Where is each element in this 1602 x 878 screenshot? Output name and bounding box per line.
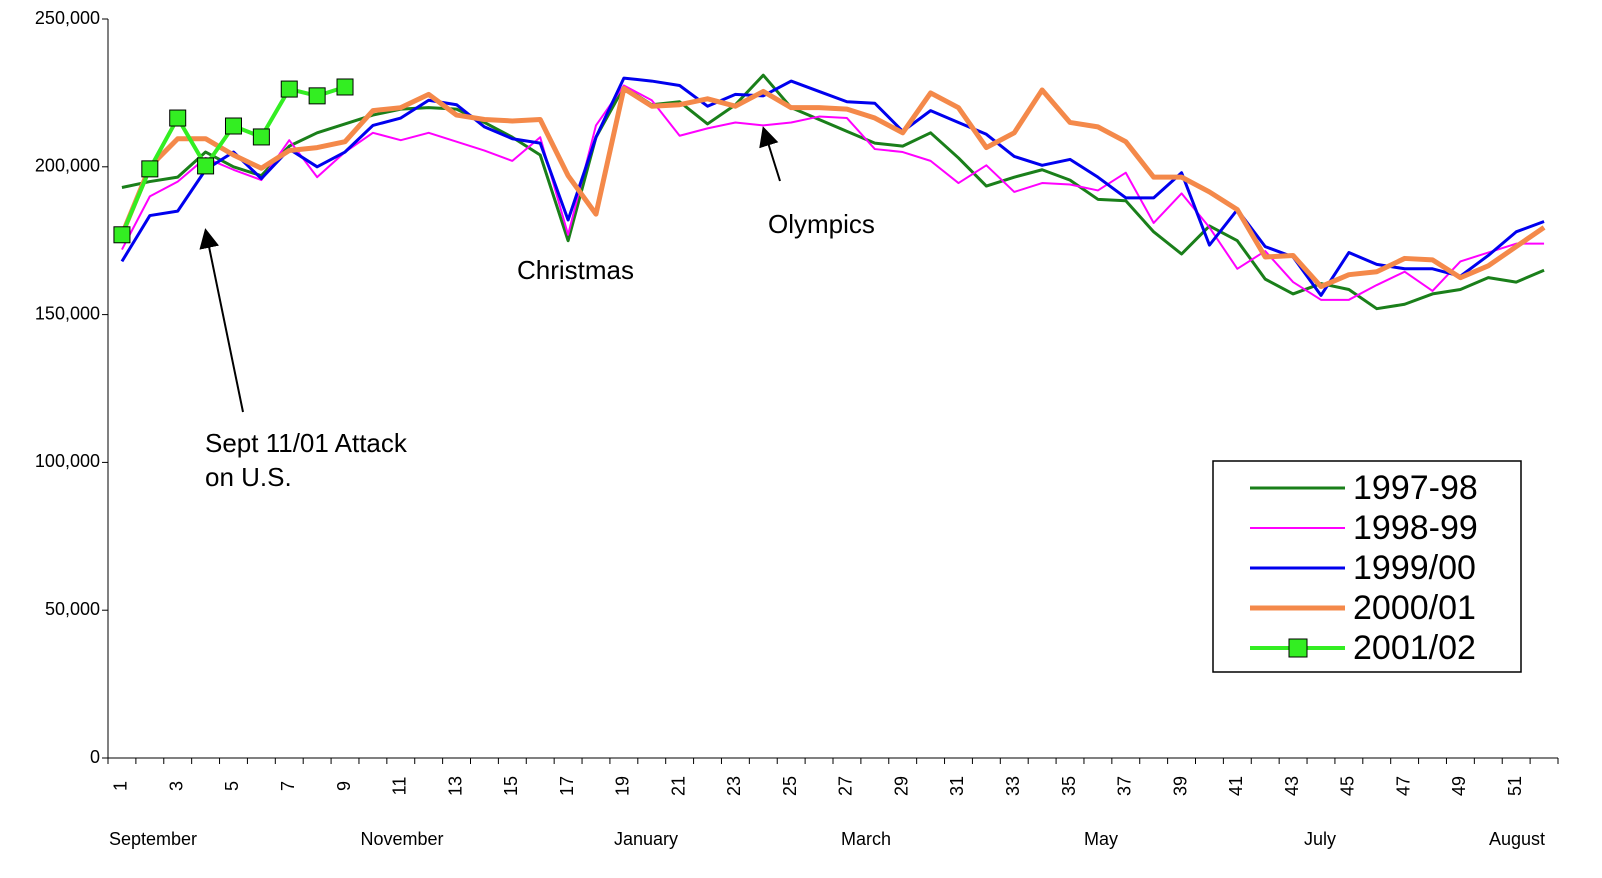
- month-label: January: [614, 829, 678, 849]
- series-marker: [141, 160, 159, 178]
- month-label: March: [841, 829, 891, 849]
- series-marker: [197, 157, 215, 175]
- y-tick-label: 0: [90, 747, 100, 767]
- month-label: May: [1084, 829, 1118, 849]
- x-tick-label: 25: [780, 776, 800, 796]
- series-marker: [336, 78, 354, 96]
- series-marker: [308, 87, 326, 105]
- x-tick-label: 13: [445, 776, 465, 796]
- month-label: August: [1489, 829, 1545, 849]
- legend-label: 2001/02: [1353, 629, 1476, 667]
- x-tick-label: 51: [1505, 776, 1525, 796]
- series-line: [120, 76, 1545, 297]
- x-tick-label: 29: [891, 776, 911, 796]
- x-tick-label: 3: [166, 781, 186, 791]
- y-tick-label: 250,000: [35, 8, 100, 28]
- month-label: July: [1304, 829, 1336, 849]
- x-tick-label: 45: [1338, 776, 1358, 796]
- series-marker: [252, 128, 270, 146]
- x-tick-label: 7: [278, 781, 298, 791]
- x-tick-label: 15: [501, 776, 521, 796]
- x-tick-label: 43: [1282, 776, 1302, 796]
- annotation-arrow: [199, 228, 244, 413]
- annotation: Christmas: [517, 255, 634, 285]
- x-tick-label: 41: [1226, 776, 1246, 796]
- x-tick-label: 33: [1003, 776, 1023, 796]
- y-tick-label: 100,000: [35, 451, 100, 471]
- month-label: November: [360, 829, 443, 849]
- x-tick-label: 49: [1449, 776, 1469, 796]
- annotation: on U.S.: [205, 462, 292, 492]
- series-line: [121, 73, 1545, 311]
- series-marker: [224, 117, 242, 135]
- x-tick-label: 19: [613, 776, 633, 796]
- legend-marker: [1288, 638, 1308, 658]
- x-tick-label: 21: [668, 776, 688, 796]
- x-tick-label: 1: [111, 781, 131, 791]
- x-tick-label: 47: [1393, 776, 1413, 796]
- y-tick-label: 150,000: [35, 303, 100, 323]
- series-marker: [113, 226, 131, 244]
- month-label: September: [109, 829, 197, 849]
- legend-label: 2000/01: [1353, 589, 1476, 627]
- x-tick-label: 37: [1115, 776, 1135, 796]
- series-line: [121, 84, 1545, 301]
- x-tick-label: 5: [222, 781, 242, 791]
- series-line: [119, 85, 1546, 290]
- x-tick-label: 17: [557, 776, 577, 796]
- series-marker: [280, 80, 298, 98]
- x-tick-label: 39: [1170, 776, 1190, 796]
- annotation: Olympics: [768, 209, 875, 239]
- legend-label: 1999/00: [1353, 549, 1476, 587]
- x-tick-label: 31: [947, 776, 967, 796]
- y-tick-label: 200,000: [35, 156, 100, 176]
- annotation-arrow: [759, 126, 781, 182]
- annotation: Sept 11/01 Attack: [205, 428, 408, 458]
- y-tick-label: 50,000: [45, 599, 100, 619]
- x-tick-label: 27: [836, 776, 856, 796]
- x-tick-label: 9: [334, 781, 354, 791]
- legend-label: 1998-99: [1353, 509, 1478, 547]
- series-marker: [169, 109, 187, 127]
- x-tick-label: 35: [1059, 776, 1079, 796]
- legend-label: 1997-98: [1353, 469, 1478, 507]
- x-tick-label: 23: [724, 776, 744, 796]
- x-tick-label: 11: [390, 777, 410, 796]
